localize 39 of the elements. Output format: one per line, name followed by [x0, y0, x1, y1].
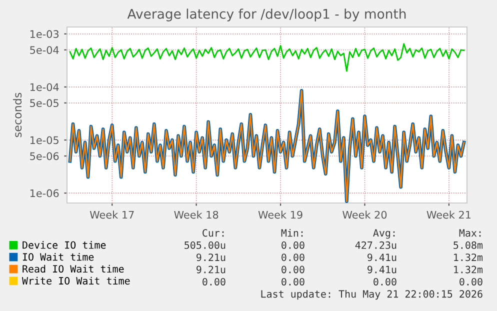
legend-label: IO Wait time [22, 252, 94, 261]
text: 0.00 [202, 278, 226, 286]
x-tick-label: Week 17 [90, 210, 134, 219]
text: 0.00 [282, 241, 304, 249]
text: 9.41u [368, 254, 396, 262]
text: 505.00u [184, 241, 226, 249]
text: 0.00 [282, 266, 304, 274]
x-tick-label: Week 20 [342, 210, 387, 219]
text: 9.21u [196, 254, 226, 262]
x-tick-label: Week 21 [426, 210, 471, 219]
text: 5.08m [454, 241, 483, 249]
y-tick-label: 5e-06 [30, 152, 59, 160]
y-tick-label: 1e-03 [30, 30, 59, 38]
y-axis-title: seconds [13, 92, 22, 138]
text: 1.32m [454, 254, 483, 262]
text: Last update: Thu May 21 22:00:15 2026 [261, 290, 482, 300]
chart-title: Average latency for /dev/loop1 - by month [127, 8, 406, 22]
text: 0.00 [460, 278, 482, 286]
text: 0.00 [374, 278, 396, 286]
y-tick-label: 1e-06 [30, 189, 59, 198]
legend-label: Device IO time [22, 241, 106, 249]
text: Cur: [202, 229, 224, 237]
text: 0.00 [282, 254, 304, 262]
text: Max: [459, 229, 481, 237]
x-tick-label: Week 19 [258, 210, 302, 219]
text: Min: [281, 228, 303, 237]
y-tick-label: 1e-04 [30, 83, 59, 92]
y-tick-label: 5e-04 [30, 46, 59, 54]
text: Avg: [373, 229, 395, 239]
y-tick-label: 5e-05 [30, 99, 58, 108]
y-tick-label: 1e-05 [30, 136, 58, 144]
text: 1.32m [454, 266, 483, 274]
legend-label: Read IO Wait time [22, 264, 124, 273]
text: 9.41u [368, 266, 396, 274]
text: 427.23u [355, 241, 396, 249]
x-tick-label: Week 18 [174, 210, 218, 219]
text: 0.00 [282, 278, 304, 286]
text: 9.21u [196, 266, 226, 274]
legend-label: Write IO Wait time [22, 276, 130, 285]
